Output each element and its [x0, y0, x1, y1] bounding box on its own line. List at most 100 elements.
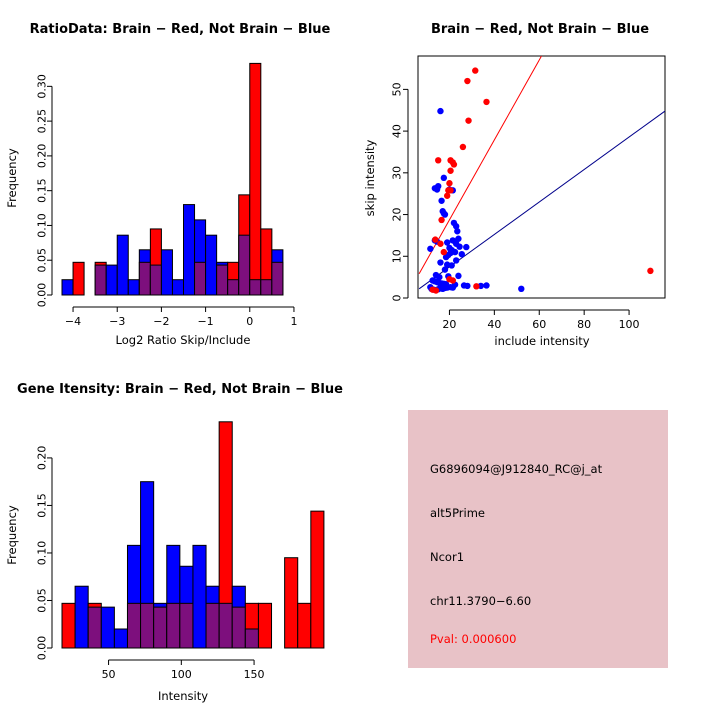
bar-overlap [231, 606, 246, 649]
x-tick-label: 40 [487, 318, 501, 331]
bar-overlap [149, 264, 162, 296]
scatter-point-blue [436, 273, 443, 281]
scatter-point-blue [443, 239, 451, 246]
x-tick-label: −4 [65, 315, 81, 328]
bar-overlap [238, 234, 251, 296]
bar-red [297, 602, 312, 649]
scatter-point-blue [518, 285, 525, 293]
scatter-point-blue [454, 228, 461, 235]
bar-overlap [271, 261, 284, 296]
bar-blue [192, 544, 207, 649]
scatter-point-blue [433, 186, 441, 193]
y-tick-label: 0.20 [36, 446, 49, 471]
panel-scatter: Brain − Red, Not Brain − Blue 0 10 20 30 40 5… [360, 0, 720, 360]
bar-red [310, 510, 325, 649]
x-tick-label: −3 [109, 315, 125, 328]
scatter-point-blue [458, 250, 465, 258]
bar-overlap [179, 602, 194, 649]
scatter-point-red [443, 192, 451, 199]
fit-line-brain-fit [418, 56, 542, 275]
scatter-point-blue [448, 262, 455, 269]
svg-ratio-y-axis: 0.00 0.05 0.10 0.15 0.20 0.25 0.30 [36, 74, 53, 307]
bar-blue [205, 234, 218, 296]
x-tick-label: 1 [290, 315, 297, 328]
bar-overlap [216, 264, 229, 296]
scatter-point-blue [483, 282, 490, 289]
scatter-point-blue [437, 259, 444, 266]
bar-overlap [94, 264, 107, 296]
bar-overlap [244, 628, 259, 649]
scatter-point-red [432, 287, 440, 294]
scatter-point-red [450, 161, 458, 168]
bar-red [61, 602, 76, 649]
scatter-point-red [472, 67, 479, 74]
panel-gene-histogram: Gene Itensity: Brain − Red, Not Brain − … [0, 360, 360, 720]
bar-red [257, 602, 273, 649]
scatter-point-red [432, 236, 439, 243]
info-probe-id: G6896094@J912840_RC@j_at [430, 462, 603, 476]
info-box: G6896094@J912840_RC@j_at alt5Prime Ncor1… [408, 410, 668, 668]
y-tick-label: 0.25 [36, 109, 49, 134]
y-tick-label: 0.00 [36, 283, 49, 308]
scatter-point-blue [427, 245, 434, 252]
scatter-point-blue [452, 223, 460, 230]
fit-line-not-brain-fit [418, 110, 665, 290]
ratio-histogram-title: RatioData: Brain − Red, Not Brain − Blue [29, 22, 331, 37]
y-axis-title: skip intensity [363, 139, 377, 216]
y-tick-label: 0.20 [36, 144, 49, 169]
panel-ratio-histogram: RatioData: Brain − Red, Not Brain − Blue… [0, 0, 360, 360]
y-tick-label: 0.00 [36, 636, 49, 661]
bar-overlap [153, 606, 168, 649]
info-event-type: alt5Prime [430, 506, 486, 520]
scatter-point-blue [441, 211, 449, 218]
bar-blue [171, 279, 184, 296]
scatter-point-red [465, 117, 472, 124]
y-tick-label: 50 [391, 82, 404, 96]
bar-overlap [218, 602, 233, 649]
scatter-point-blue [456, 243, 463, 250]
x-tick-label: 0 [246, 315, 253, 328]
svg-gene-x-axis: 50 100 150 [102, 659, 265, 681]
bar-overlap [227, 279, 240, 296]
x-axis-title: include intensity [494, 334, 589, 348]
scatter-point-red [464, 77, 471, 85]
y-tick-label: 0 [391, 295, 404, 302]
scatter-plot: 0 10 20 30 40 50 20 40 60 80 100 include intensity s… [363, 55, 666, 348]
x-tick-label: 80 [577, 318, 591, 331]
bar-blue [100, 606, 115, 649]
info-gene-symbol: Ncor1 [430, 550, 465, 564]
svg-gene-bars [61, 421, 325, 649]
gene-histogram-title: Gene Itensity: Brain − Red, Not Brain − … [17, 382, 343, 397]
scatter-point-blue [449, 284, 457, 291]
bar-overlap [205, 602, 220, 649]
scatter-point-red [449, 277, 457, 284]
bar-red [284, 557, 299, 649]
x-tick-label: 20 [442, 318, 456, 331]
svg-ratio-bars [61, 62, 284, 296]
scatter-point-red [435, 157, 442, 164]
scatter-point-blue [440, 174, 448, 182]
x-axis-title: Log2 Ratio Skip/Include [116, 333, 251, 347]
scatter-x-axis: 20 40 60 80 100 [442, 309, 640, 331]
scatter-point-blue [455, 272, 462, 280]
y-tick-label: 0.10 [36, 541, 49, 566]
x-tick-label: 60 [532, 318, 546, 331]
scatter-point-blue [452, 257, 460, 264]
bar-blue [113, 628, 128, 649]
scatter-point-blue [463, 243, 470, 251]
scatter-point-red [483, 98, 490, 106]
y-axis-title: Frequency [5, 148, 19, 208]
scatter-point-blue [464, 282, 471, 290]
bar-red [72, 261, 85, 296]
scatter-point-red [459, 143, 467, 151]
bar-overlap [166, 602, 181, 649]
y-tick-label: 20 [391, 208, 404, 222]
svg-gene-y-axis: 0.00 0.05 0.10 0.15 0.20 [36, 446, 53, 661]
scatter-title: Brain − Red, Not Brain − Blue [430, 22, 650, 37]
bar-blue [74, 585, 89, 649]
y-tick-label: 0.15 [36, 493, 49, 517]
y-tick-label: 0.15 [36, 178, 49, 203]
x-tick-label: −1 [197, 315, 213, 328]
x-tick-label: 150 [244, 668, 265, 681]
